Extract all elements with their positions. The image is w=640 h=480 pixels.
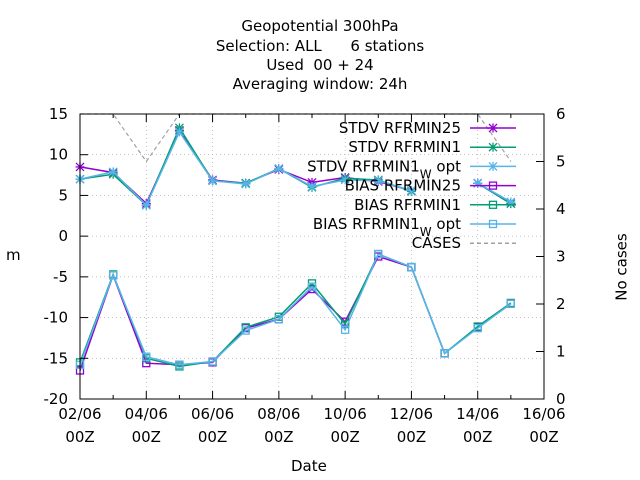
x-tick-label: 00Z (65, 428, 94, 446)
data-point (307, 282, 317, 291)
x-tick-label: 06/06 (191, 405, 234, 423)
data-point (506, 299, 516, 308)
data-point (108, 271, 118, 280)
x-tick-label: 00Z (198, 428, 227, 446)
x-tick-label: 08/06 (257, 405, 300, 423)
legend-entry: BIAS RFRMIN25 (345, 177, 516, 195)
data-point (208, 357, 217, 366)
x-tick-label: 14/06 (456, 405, 499, 423)
data-point (488, 181, 498, 190)
legend-entry: BIAS RFRMIN1 (354, 196, 516, 214)
y2-tick-label: 6 (556, 105, 566, 123)
legend-entry: STDV RFRMIN1 (348, 138, 516, 156)
chart-title-line-2: Selection: ALL 6 stations (215, 37, 425, 55)
data-point (440, 349, 449, 358)
data-point (374, 249, 383, 259)
y2-axis-label: No cases (612, 233, 631, 301)
x-tick-label: 00Z (264, 428, 293, 446)
data-point (488, 200, 498, 209)
x-tick-label: 16/06 (522, 405, 565, 423)
data-point (488, 142, 498, 152)
legend-entry: STDV RFRMIN25 (339, 119, 516, 137)
y-tick-label: 5 (58, 186, 68, 204)
x-tick-label: 12/06 (390, 405, 433, 423)
data-point (174, 127, 184, 137)
y2-tick-label: 4 (556, 200, 566, 218)
y2-tick-label: 5 (556, 153, 566, 171)
x-tick-label: 02/06 (58, 405, 101, 423)
x-axis-label: Date (291, 457, 327, 475)
chart-title-line-1: Geopotential 300hPa (241, 17, 399, 35)
data-point (274, 164, 284, 174)
legend-entry: CASES (412, 234, 516, 252)
legend-label: BIAS RFRMIN1 (354, 196, 461, 214)
legend-label: BIAS RFRMIN25 (345, 177, 461, 195)
legend-label: STDV RFRMIN1 (348, 138, 461, 156)
data-point (406, 186, 416, 196)
data-point (208, 176, 218, 186)
y-axis-label: m (6, 246, 21, 264)
data-point (241, 326, 250, 335)
x-tick-label: 10/06 (324, 405, 367, 423)
data-point (488, 219, 498, 229)
x-tick-label: 00Z (330, 428, 359, 446)
tick-layer: -20 -15 -10 -5 0 5 10 15 0 1 2 3 4 5 6 02/06 00Z 04/06 00Z… (44, 105, 566, 446)
x-tick-label: 04/06 (125, 405, 168, 423)
data-point (141, 200, 151, 210)
x-tick-label: 00Z (132, 428, 161, 446)
legend-label: STDV RFRMIN25 (339, 119, 461, 137)
y2-tick-label: 0 (556, 390, 566, 408)
data-point (488, 123, 498, 133)
y-tick-label: 10 (49, 146, 68, 164)
y-tick-label: 0 (58, 227, 68, 245)
data-point (307, 181, 317, 191)
y2-tick-label: 3 (556, 248, 566, 266)
y-tick-label: 15 (49, 105, 68, 123)
chart-title-line-3: Used 00 + 24 (266, 56, 374, 74)
legend-label: STDV RFRMIN1W opt (307, 157, 461, 181)
y2-tick-label: 1 (556, 343, 566, 361)
data-point (340, 175, 350, 185)
data-point (473, 324, 482, 333)
legend-label: CASES (412, 234, 461, 252)
data-point (473, 178, 483, 188)
data-point (373, 176, 383, 186)
y-tick-label: -20 (44, 390, 69, 408)
legend-entry: STDV RFRMIN1W opt (307, 157, 516, 181)
x-tick-label: 00Z (397, 428, 426, 446)
x-tick-label: 00Z (463, 428, 492, 446)
data-point (175, 360, 184, 369)
x-tick-label: 00Z (529, 428, 558, 446)
y-tick-label: -5 (53, 268, 68, 286)
y-tick-label: -15 (44, 349, 69, 367)
data-point (241, 179, 251, 189)
chart-title-line-4: Averaging window: 24h (232, 75, 408, 93)
grid-layer (80, 114, 544, 399)
data-point (407, 262, 416, 272)
series-line-5 (79, 253, 512, 366)
legend-entry: BIAS RFRMIN1W opt (313, 215, 516, 239)
y-tick-label: -10 (44, 309, 69, 327)
y2-tick-label: 2 (556, 295, 566, 313)
data-point (108, 167, 118, 177)
data-point (274, 315, 284, 324)
data-point (142, 352, 151, 361)
data-point (340, 325, 350, 334)
legend-label: BIAS RFRMIN1W opt (313, 215, 461, 239)
data-point (488, 161, 498, 171)
